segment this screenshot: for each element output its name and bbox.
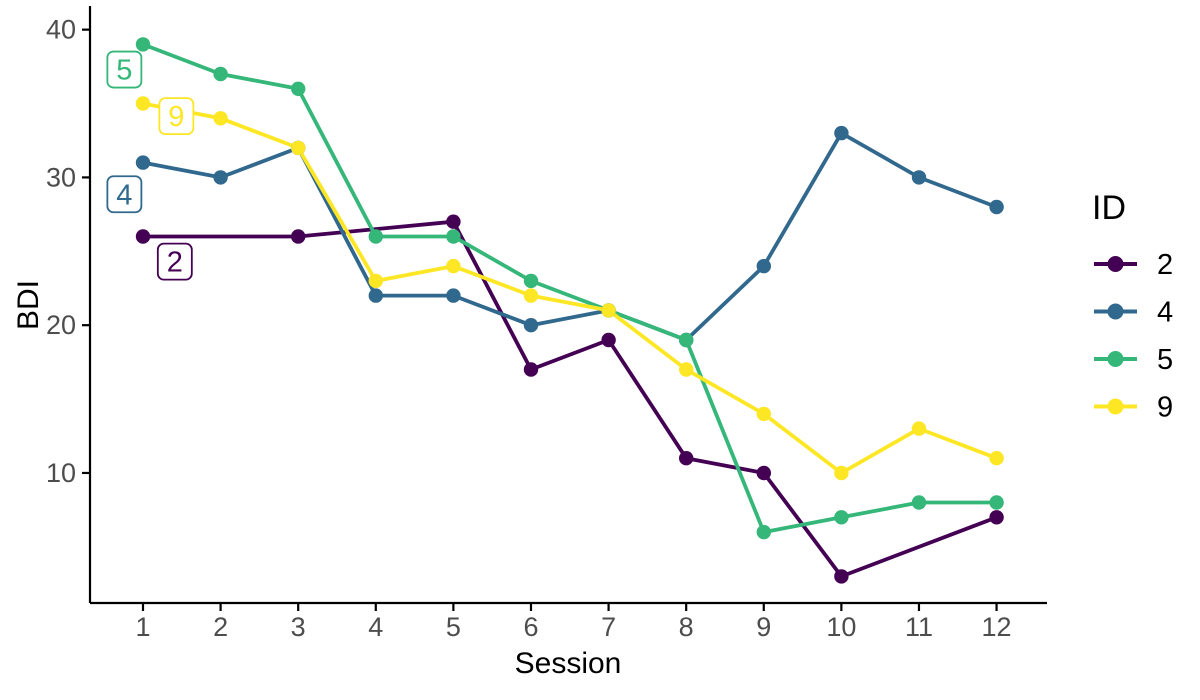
series-line-4 [141,131,999,342]
x-tick-label: 10 [826,612,856,642]
direct-label-box-5 [106,50,143,89]
data-point-id9-s11 [911,421,927,436]
legend-swatch-point [1107,351,1124,367]
data-point-id9-s1 [135,96,151,111]
direct-label-9: 9 [168,101,184,133]
data-point-id4-s6 [523,318,539,333]
data-point-id9-s12 [989,451,1004,466]
data-point-id5-s5 [446,229,461,244]
legend-entry-4: 4 [1094,297,1173,329]
y-axis-title: BDI [12,280,45,330]
data-point-id5-s8 [679,332,694,348]
data-point-id4-s4 [368,288,383,303]
data-point-id2-s12 [989,510,1004,525]
series-lines [141,42,999,579]
legend-title: ID [1092,189,1126,227]
legend-swatch-point [1107,256,1124,272]
direct-label-5: 5 [116,55,132,87]
data-point-id2-s7 [601,332,616,348]
direct-label-box-2 [156,242,193,281]
x-tick-label: 8 [679,612,694,642]
y-tick-label: 10 [46,458,76,488]
legend-label: 4 [1157,297,1173,329]
data-point-id9-s5 [446,258,461,274]
x-tick-label: 9 [756,612,771,642]
y-tick-label: 30 [46,162,76,192]
direct-labels: 5 9 4 2 [106,50,195,281]
x-tick-label: 5 [446,612,461,642]
x-tick-label: 4 [368,612,383,642]
data-point-id5-s1 [135,37,151,52]
legend-swatch-point [1107,398,1124,415]
x-tick-label: 3 [291,612,306,642]
x-tick-label: 6 [523,612,538,642]
data-point-id5-s11 [911,495,927,510]
legend-label: 2 [1157,249,1173,281]
data-point-id4-s11 [911,170,927,185]
direct-label-box-4 [106,175,143,214]
data-point-id2-s6 [523,362,539,377]
data-point-id4-s12 [989,199,1004,215]
data-point-id9-s8 [679,362,694,377]
y-tick-label: 20 [46,310,76,340]
data-point-id2-s10 [834,569,849,584]
x-tick-label: 12 [982,612,1012,642]
series-line-5 [141,42,999,534]
data-point-id2-s9 [756,465,771,481]
data-point-id4-s2 [213,170,228,185]
data-point-id4-s1 [135,155,151,170]
data-point-id9-s9 [756,406,771,422]
data-point-id4-s5 [446,288,461,303]
legend-entry-9: 9 [1094,392,1173,424]
direct-label-4: 4 [116,179,132,211]
legend-entry-2: 2 [1094,249,1173,281]
series-line-9 [141,101,999,475]
data-point-id4-s9 [756,258,771,274]
data-point-id9-s4 [368,273,383,289]
data-point-id9-s10 [834,465,849,481]
data-point-id9-s6 [523,288,539,303]
x-axis-title: Session [515,647,622,680]
data-point-id9-s3 [291,140,306,156]
x-tick-label: 11 [905,612,933,642]
legend: 2 4 5 9 [1094,249,1173,424]
legend-swatch-point [1107,303,1124,320]
data-point-id5-s3 [291,81,306,97]
direct-label-2: 2 [167,247,183,279]
series-line-2 [141,219,999,579]
data-point-id2-s3 [291,229,306,244]
x-tick-label: 2 [213,612,228,642]
data-point-id5-s2 [213,66,228,82]
data-point-id9-s7 [601,303,616,318]
direct-label-box-9 [158,97,195,135]
data-point-id9-s2 [213,111,228,126]
data-point-id5-s10 [834,510,849,525]
data-point-id5-s4 [368,229,383,244]
data-point-id4-s10 [834,125,849,141]
data-point-id2-s5 [446,214,461,229]
data-point-id2-s8 [679,451,694,466]
legend-label: 9 [1157,392,1173,424]
legend-label: 5 [1157,344,1173,376]
x-tick-label: 7 [601,612,616,642]
data-point-id5-s9 [756,524,771,540]
y-tick-label: 40 [46,15,76,45]
series-points [135,37,1004,584]
data-point-id5-s6 [523,273,539,289]
data-point-id5-s12 [989,495,1004,510]
legend-entry-5: 5 [1094,344,1173,376]
data-point-id2-s1 [135,229,151,244]
x-tick-label: 1 [135,612,150,642]
